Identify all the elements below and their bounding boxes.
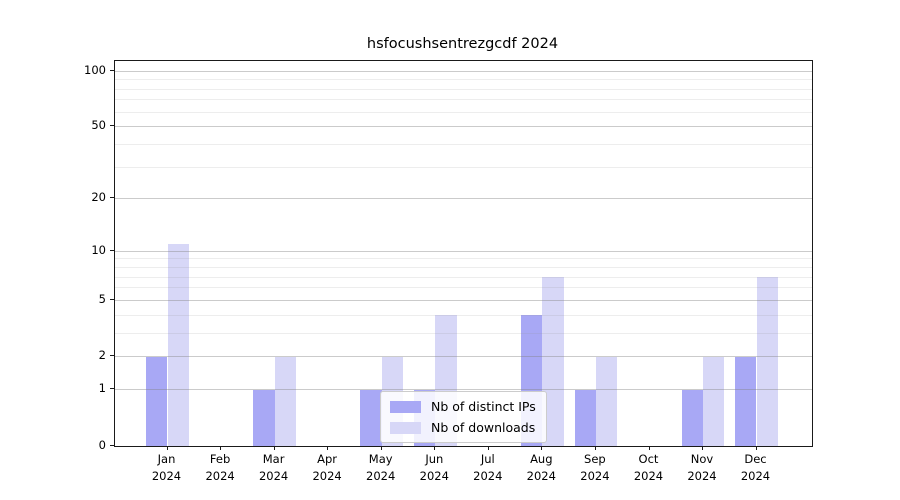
x-tick-year: 2024 bbox=[366, 468, 396, 483]
bar-downloads-jan bbox=[167, 244, 189, 446]
y-tick-mark bbox=[110, 69, 114, 71]
legend-label: Nb of downloads bbox=[431, 420, 536, 435]
chart-title: hsfocushsentrezgcdf 2024 bbox=[366, 36, 559, 52]
x-tick-month: Dec bbox=[744, 452, 767, 466]
x-tick-label-dec: Dec 2024 bbox=[724, 451, 788, 484]
legend-label: Nb of distinct IPs bbox=[431, 399, 536, 414]
legend-item-distinct-ips: Nb of distinct IPs bbox=[390, 399, 536, 414]
y-tick-mark bbox=[110, 298, 114, 300]
x-tick-mark bbox=[327, 446, 329, 450]
x-tick-label-oct: Oct 2024 bbox=[617, 451, 681, 484]
y-tick-label: 2 bbox=[98, 348, 106, 363]
y-tick-label: 50 bbox=[91, 118, 106, 132]
x-tick-mark bbox=[380, 446, 382, 450]
x-tick-mark bbox=[648, 446, 650, 450]
y-tick-mark bbox=[110, 197, 114, 199]
x-tick-month: Jan bbox=[157, 452, 176, 466]
bar-downloads-dec bbox=[756, 277, 778, 446]
x-tick-label-feb: Feb 2024 bbox=[188, 451, 252, 484]
x-tick-label-nov: Nov 2024 bbox=[670, 451, 734, 484]
x-tick-month: Jul bbox=[480, 452, 495, 466]
plot-area: Nb of distinct IPs Nb of downloads bbox=[114, 60, 813, 447]
x-tick-mark bbox=[594, 446, 596, 450]
y-tick-mark bbox=[110, 355, 114, 357]
x-tick-month: Oct bbox=[638, 452, 659, 466]
bar-distinct-ips-mar bbox=[253, 389, 275, 446]
x-tick-month: Aug bbox=[530, 452, 553, 466]
x-tick-mark bbox=[273, 446, 275, 450]
x-tick-year: 2024 bbox=[473, 468, 503, 483]
x-tick-month: Feb bbox=[209, 452, 231, 466]
bars-layer bbox=[115, 61, 812, 446]
y-tick-mark bbox=[110, 388, 114, 390]
x-tick-mark bbox=[434, 446, 436, 450]
x-tick-year: 2024 bbox=[687, 468, 717, 483]
x-tick-month: Mar bbox=[262, 452, 285, 466]
x-tick-mark bbox=[487, 446, 489, 450]
x-tick-month: Apr bbox=[317, 452, 338, 466]
bar-downloads-aug bbox=[542, 277, 564, 446]
bar-downloads-nov bbox=[703, 356, 725, 446]
bar-downloads-mar bbox=[274, 356, 296, 446]
x-tick-month: May bbox=[368, 452, 393, 466]
legend-swatch-downloads bbox=[390, 421, 421, 434]
legend: Nb of distinct IPs Nb of downloads bbox=[380, 391, 547, 443]
x-tick-label-aug: Aug 2024 bbox=[509, 451, 573, 484]
x-tick-label-jul: Jul 2024 bbox=[456, 451, 520, 484]
x-tick-year: 2024 bbox=[312, 468, 342, 483]
y-tick-label: 1 bbox=[98, 381, 106, 396]
x-tick-month: Sep bbox=[584, 452, 606, 466]
x-tick-mark bbox=[755, 446, 757, 450]
x-tick-mark bbox=[702, 446, 703, 450]
y-tick-label: 100 bbox=[84, 62, 106, 77]
x-tick-mark bbox=[166, 446, 168, 450]
legend-item-downloads: Nb of downloads bbox=[390, 420, 536, 435]
x-tick-year: 2024 bbox=[258, 468, 289, 483]
bar-distinct-ips-may bbox=[360, 389, 382, 446]
y-tick-label: 20 bbox=[91, 190, 106, 205]
x-tick-label-jan: Jan 2024 bbox=[135, 451, 199, 484]
x-tick-month: Nov bbox=[690, 452, 714, 466]
x-tick-mark bbox=[220, 446, 222, 450]
y-tick-mark bbox=[110, 125, 114, 126]
x-tick-month: Jun bbox=[425, 452, 444, 466]
x-tick-year: 2024 bbox=[526, 468, 556, 483]
bar-distinct-ips-dec bbox=[735, 356, 757, 446]
bar-downloads-sep bbox=[595, 356, 618, 446]
legend-swatch-distinct-ips bbox=[390, 400, 421, 413]
x-tick-year: 2024 bbox=[740, 468, 771, 483]
y-tick-label: 10 bbox=[91, 242, 106, 257]
y-tick-mark bbox=[110, 249, 114, 251]
y-tick-label: 0 bbox=[98, 437, 106, 452]
x-tick-year: 2024 bbox=[419, 468, 449, 483]
y-tick-mark bbox=[110, 444, 114, 446]
x-tick-label-sep: Sep 2024 bbox=[563, 451, 627, 484]
bar-distinct-ips-nov bbox=[681, 389, 703, 446]
x-tick-mark bbox=[541, 446, 543, 450]
x-tick-label-mar: Mar 2024 bbox=[242, 451, 306, 484]
bar-distinct-ips-sep bbox=[574, 389, 596, 446]
bar-distinct-ips-jan bbox=[146, 356, 168, 446]
x-tick-year: 2024 bbox=[205, 468, 235, 483]
x-tick-label-may: May 2024 bbox=[349, 451, 413, 484]
y-tick-label: 5 bbox=[98, 291, 106, 306]
x-tick-label-apr: Apr 2024 bbox=[295, 451, 359, 484]
x-tick-year: 2024 bbox=[580, 468, 610, 483]
x-tick-year: 2024 bbox=[633, 468, 664, 483]
x-tick-year: 2024 bbox=[151, 468, 182, 483]
x-tick-label-jun: Jun 2024 bbox=[402, 451, 466, 484]
